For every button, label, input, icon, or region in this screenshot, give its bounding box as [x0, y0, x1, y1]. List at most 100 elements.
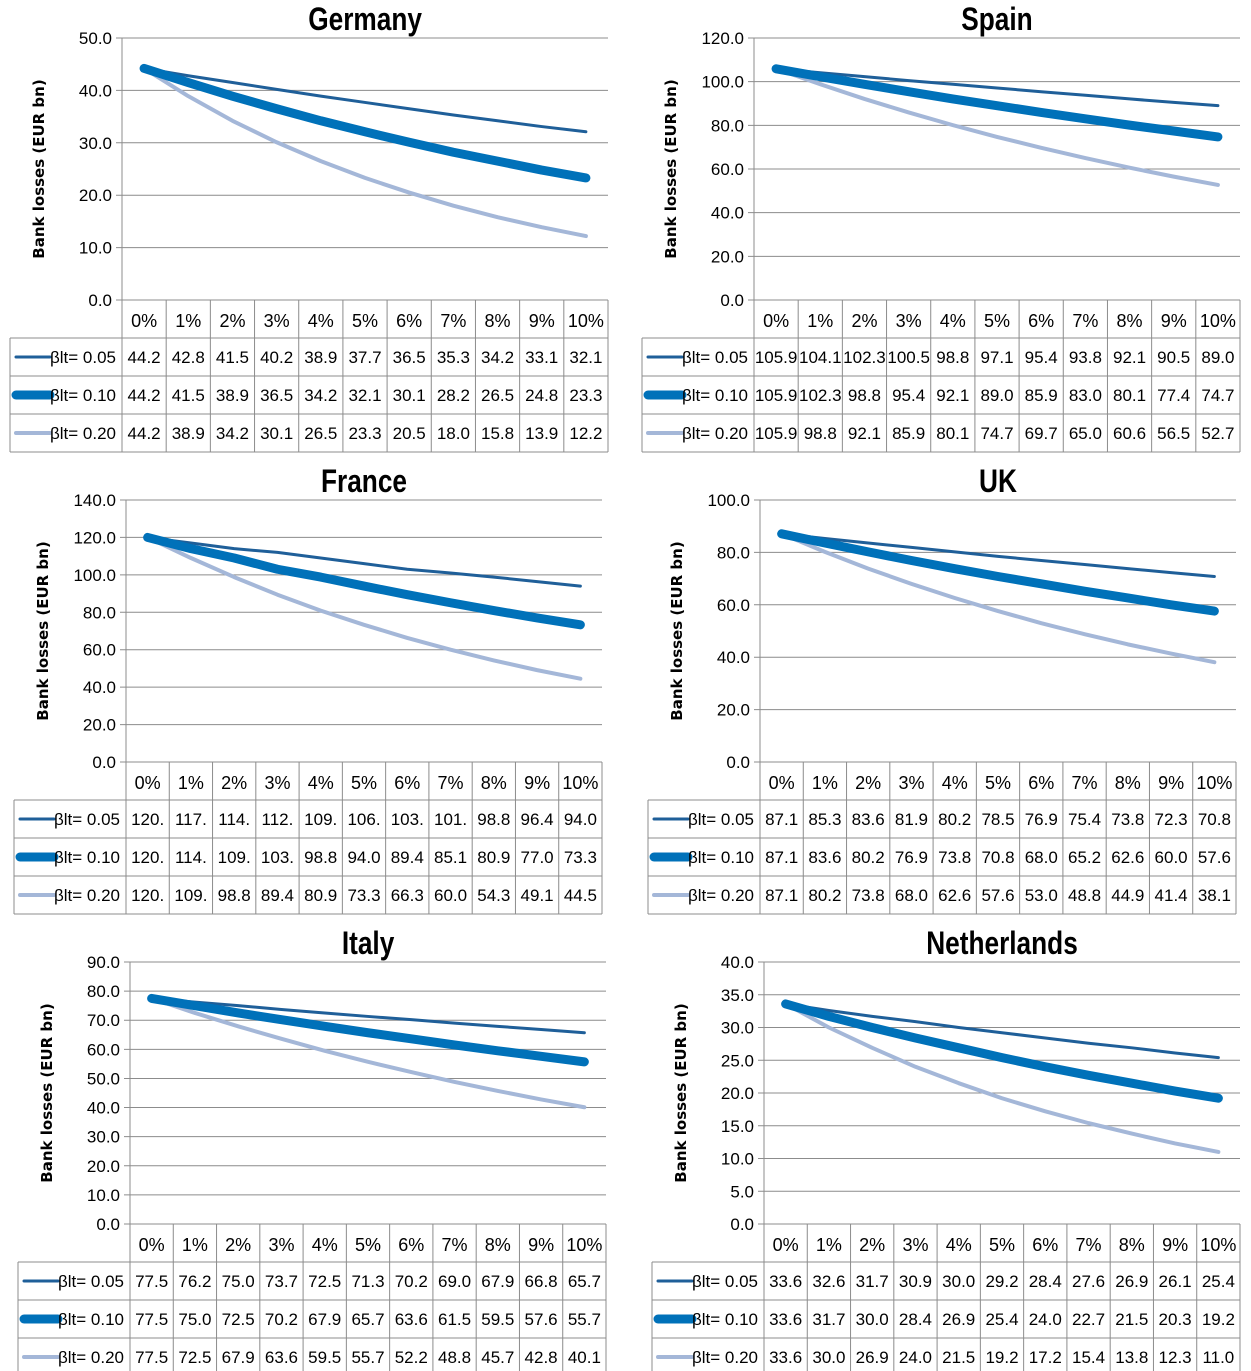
table-cell: 44.2 — [128, 386, 161, 405]
table-cell: 83.6 — [808, 848, 841, 867]
table-cell: 98.8 — [218, 886, 251, 905]
table-cell: 102.3 — [799, 386, 842, 405]
table-cell: 30.0 — [856, 1310, 889, 1329]
y-tick-label: 20.0 — [79, 186, 112, 205]
x-category-label: 5% — [351, 773, 377, 793]
x-category-label: 9% — [529, 311, 555, 331]
y-tick-label: 120.0 — [701, 29, 744, 48]
table-cell: 73.3 — [564, 848, 597, 867]
x-category-label: 10% — [568, 311, 604, 331]
x-category-label: 7% — [440, 311, 466, 331]
y-tick-label: 100.0 — [701, 73, 744, 92]
table-cell: 87.1 — [765, 848, 798, 867]
chart-svg: Spain Bank losses (EUR bn) 0.0 20.0 40.0 60.0… — [641, 3, 1241, 453]
chart-panel-uk: UK Bank losses (EUR bn) 0.0 20.0 40.0 60.0 80.… — [647, 462, 1238, 915]
y-tick-label: 50.0 — [79, 29, 112, 48]
table-cell: 26.1 — [1159, 1272, 1192, 1291]
table-cell: 19.2 — [985, 1348, 1018, 1367]
table-cell: 40.2 — [260, 348, 293, 367]
x-category-label: 5% — [989, 1235, 1015, 1255]
table-cell: 31.7 — [812, 1310, 845, 1329]
table-cell: 114. — [175, 848, 207, 867]
x-category-label: 8% — [1115, 773, 1141, 793]
y-tick-label: 30.0 — [721, 1019, 754, 1038]
table-cell: 15.8 — [481, 424, 514, 443]
table-cell: 35.3 — [437, 348, 470, 367]
legend-label: βlt= 0.05 — [50, 348, 116, 367]
table-cell: 80.9 — [304, 886, 337, 905]
table-cell: 105.9 — [755, 386, 798, 405]
table-cell: 57.6 — [981, 886, 1014, 905]
legend-label: βlt= 0.20 — [58, 1348, 124, 1367]
table-cell: 53.0 — [1025, 886, 1058, 905]
table-cell: 69.0 — [438, 1272, 471, 1291]
table-cell: 36.5 — [260, 386, 293, 405]
table-cell: 80.1 — [936, 424, 969, 443]
table-cell: 77.5 — [135, 1310, 168, 1329]
x-category-label: 9% — [1158, 773, 1184, 793]
table-cell: 80.2 — [852, 848, 885, 867]
table-cell: 76.9 — [1025, 810, 1058, 829]
y-tick-label: 80.0 — [83, 603, 116, 622]
table-cell: 70.8 — [1198, 810, 1231, 829]
table-cell: 77.4 — [1157, 386, 1190, 405]
x-category-label: 7% — [442, 1235, 468, 1255]
table-cell: 67.9 — [222, 1348, 255, 1367]
x-category-label: 10% — [1200, 1235, 1236, 1255]
x-category-label: 9% — [1162, 1235, 1188, 1255]
x-category-label: 2% — [219, 311, 245, 331]
x-category-label: 5% — [355, 1235, 381, 1255]
chart-title: France — [321, 465, 407, 500]
y-axis-label: Bank losses (EUR bn) — [672, 1003, 690, 1182]
table-cell: 95.4 — [1025, 348, 1058, 367]
series-line-2 — [143, 532, 585, 630]
y-tick-label: 80.0 — [87, 982, 120, 1001]
y-tick-label: 0.0 — [730, 1215, 754, 1234]
y-tick-label: 25.0 — [721, 1051, 754, 1070]
table-cell: 75.0 — [178, 1310, 211, 1329]
table-cell: 65.7 — [351, 1310, 384, 1329]
series-line-1 — [784, 1002, 1220, 1060]
y-tick-label: 0.0 — [92, 753, 116, 772]
table-cell: 24.0 — [1029, 1310, 1062, 1329]
table-cell: 77.0 — [521, 848, 554, 867]
table-cell: 61.5 — [438, 1310, 471, 1329]
x-category-label: 6% — [398, 1235, 424, 1255]
series-line-1 — [774, 67, 1220, 108]
table-cell: 17.2 — [1029, 1348, 1062, 1367]
table-cell: 89.4 — [261, 886, 294, 905]
table-cell: 28.4 — [1029, 1272, 1062, 1291]
table-cell: 12.2 — [569, 424, 602, 443]
x-category-label: 7% — [438, 773, 464, 793]
table-cell: 77.5 — [135, 1348, 168, 1367]
table-cell: 72.3 — [1155, 810, 1188, 829]
x-category-label: 4% — [308, 773, 334, 793]
y-tick-label: 0.0 — [726, 753, 750, 772]
chart-panel-netherlands: Netherlands Bank losses (EUR bn) 0.0 5.0 10.… — [651, 924, 1242, 1371]
table-cell: 98.8 — [304, 848, 337, 867]
table-cell: 41.5 — [172, 386, 205, 405]
table-cell: 80.2 — [808, 886, 841, 905]
x-category-label: 0% — [763, 311, 789, 331]
x-category-label: 6% — [1028, 773, 1054, 793]
y-tick-label: 40.0 — [721, 953, 754, 972]
table-cell: 70.2 — [395, 1272, 428, 1291]
x-category-label: 6% — [394, 773, 420, 793]
y-axis-label: Bank losses (EUR bn) — [34, 541, 52, 720]
table-cell: 48.8 — [1068, 886, 1101, 905]
table-cell: 101. — [434, 810, 467, 829]
y-tick-label: 90.0 — [87, 953, 120, 972]
y-tick-label: 10.0 — [87, 1186, 120, 1205]
x-category-label: 4% — [940, 311, 966, 331]
table-cell: 95.4 — [892, 386, 925, 405]
table-cell: 68.0 — [895, 886, 928, 905]
x-category-label: 6% — [1028, 311, 1054, 331]
x-category-label: 1% — [182, 1235, 208, 1255]
legend-label: βlt= 0.20 — [692, 1348, 758, 1367]
table-cell: 109. — [304, 810, 337, 829]
y-tick-label: 0.0 — [96, 1215, 120, 1234]
legend-label: βlt= 0.20 — [682, 424, 748, 443]
table-cell: 44.9 — [1111, 886, 1144, 905]
chart-svg: UK Bank losses (EUR bn) 0.0 20.0 40.0 60.0 80.… — [647, 465, 1237, 915]
series-line-3 — [149, 996, 587, 1110]
